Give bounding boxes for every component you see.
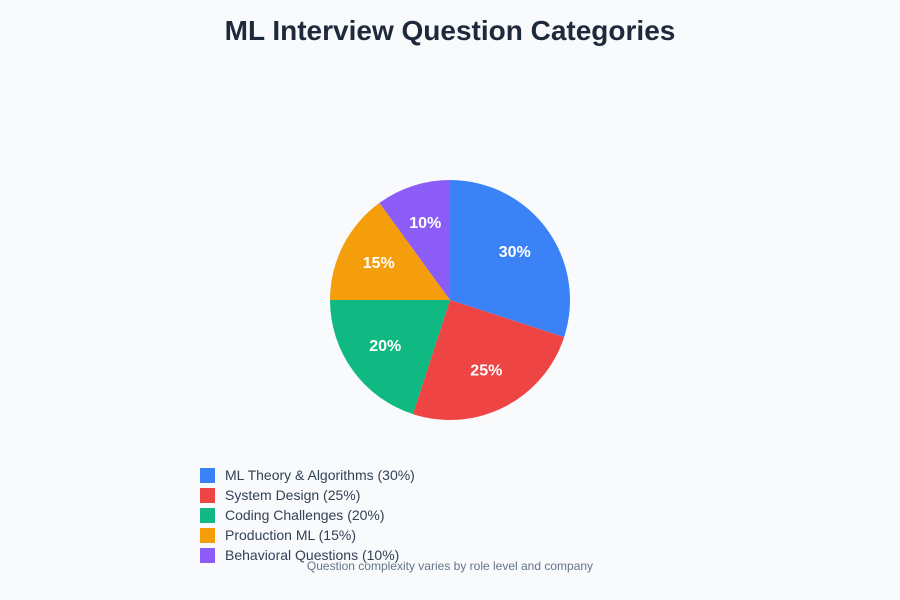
pie-slice [330,202,450,300]
legend-swatch [200,468,215,483]
legend-label: ML Theory & Algorithms (30%) [225,467,415,483]
legend-swatch [200,548,215,563]
slice-data-label: 25% [470,362,502,379]
legend-item: Production ML (15%) [200,527,356,543]
pie-slice [379,180,450,300]
slice-data-label: 20% [369,338,401,355]
slice-data-label: 30% [499,244,531,261]
footnote: Question complexity varies by role level… [307,559,593,573]
legend-swatch [200,508,215,523]
legend-item: Coding Challenges (20%) [200,507,385,523]
legend-swatch [200,488,215,503]
pie-slices [330,180,570,420]
legend-item: System Design (25%) [200,487,360,503]
legend-label: System Design (25%) [225,487,360,503]
legend-swatch [200,528,215,543]
slice-data-label: 15% [363,255,395,272]
slice-labels: 30% 25% 20% 15% 10% [363,215,531,379]
slice-data-label: 10% [409,215,441,232]
pie-slice [450,180,570,338]
legend-item: ML Theory & Algorithms (30%) [200,467,415,483]
pie-slice [412,300,565,420]
legend: ML Theory & Algorithms (30%) System Desig… [200,467,415,563]
legend-label: Production ML (15%) [225,527,356,543]
chart-title: ML Interview Question Categories [225,15,676,46]
legend-label: Behavioral Questions (10%) [225,547,399,563]
legend-label: Coding Challenges (20%) [225,507,385,523]
pie-slice [330,300,450,415]
legend-item: Behavioral Questions (10%) [200,547,399,563]
